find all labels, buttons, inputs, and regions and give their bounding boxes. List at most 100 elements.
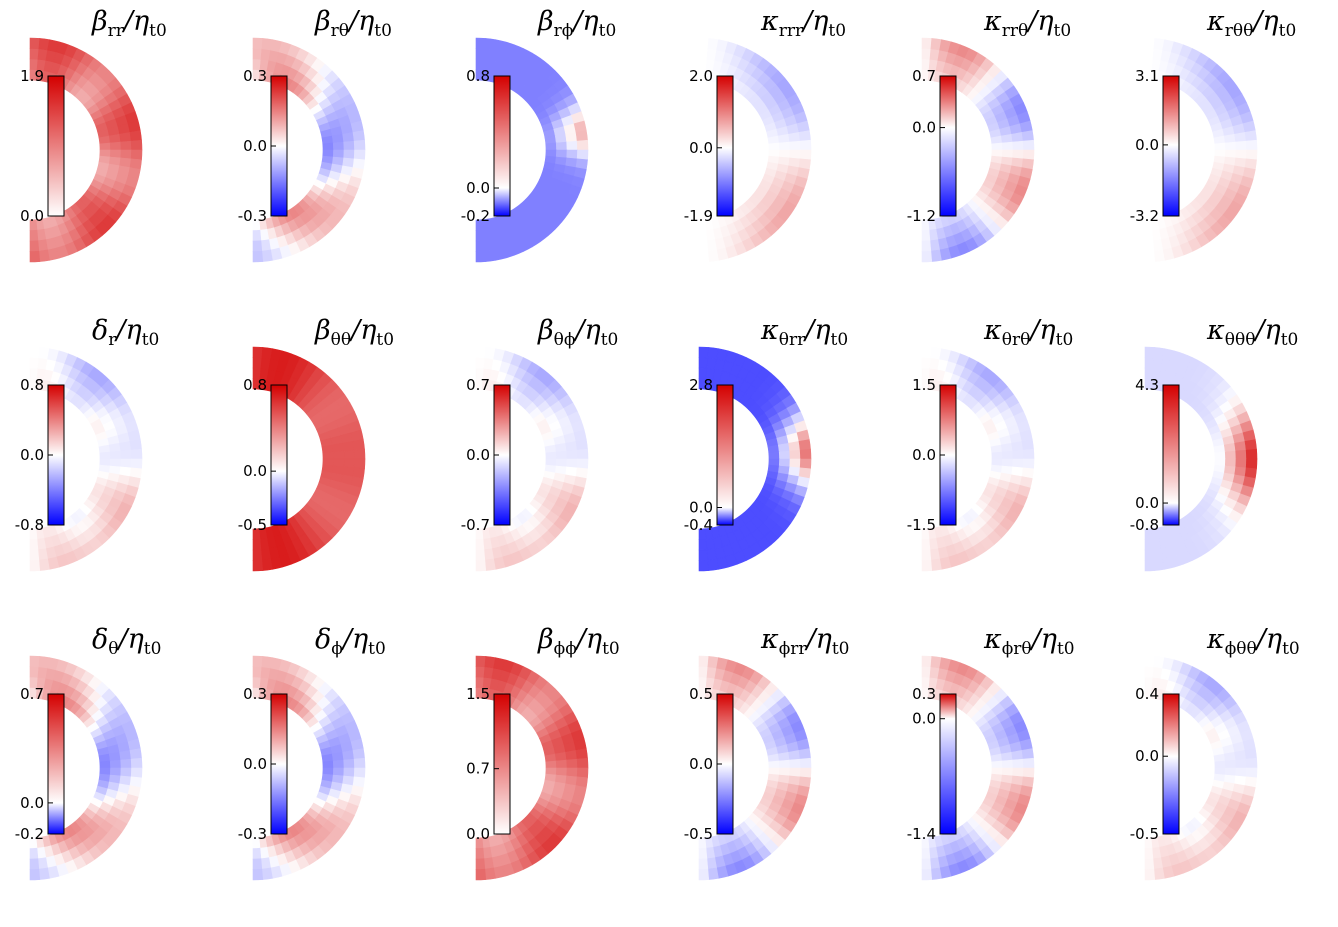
- title-tail-subscript: t0: [1055, 330, 1074, 350]
- title-tail: /η: [806, 624, 832, 655]
- field-cell: [130, 149, 143, 161]
- field-cell: [261, 249, 273, 262]
- field-cell: [1223, 133, 1236, 144]
- field-cell: [1235, 758, 1247, 769]
- field-cell: [1151, 846, 1162, 859]
- field-cell: [252, 48, 263, 60]
- title-tail-subscript: t0: [1278, 21, 1297, 41]
- panel-16: 0.5 0.0 -0.5 κϕrr/ηt0: [669, 618, 892, 927]
- meridional-field: [1144, 346, 1258, 572]
- meridional-field: [475, 655, 589, 881]
- colorbar: [716, 384, 734, 526]
- field-cell: [789, 449, 801, 460]
- field-cell: [1001, 767, 1014, 777]
- colorbar: [47, 693, 65, 835]
- colorbar-tick-label: -0.8: [15, 516, 44, 534]
- panel-plot: 0.3 0.0 -0.3: [238, 37, 366, 263]
- field-cell: [129, 748, 142, 760]
- panel-3: 0.8 0.0 -0.2 βrϕ/ηt0: [446, 0, 669, 309]
- colorbar-tick-label: 0.8: [243, 376, 267, 394]
- field-cell: [108, 751, 121, 762]
- field-cell: [1022, 139, 1035, 151]
- field-cell: [1151, 537, 1162, 550]
- field-cell: [698, 666, 709, 678]
- field-cell: [252, 240, 263, 252]
- meridional-field: [252, 346, 366, 572]
- title-symbol: κ: [1207, 6, 1225, 37]
- field-cell: [343, 449, 355, 460]
- field-cell: [1000, 442, 1013, 453]
- meridional-field: [921, 37, 1035, 263]
- field-cell: [1022, 458, 1035, 470]
- panel-7: 0.8 0.0 -0.8 δr/ηt0: [0, 309, 223, 618]
- field-cell: [353, 149, 366, 161]
- field-cell: [484, 558, 496, 571]
- field-cell: [108, 133, 121, 144]
- field-cell: [342, 441, 355, 452]
- colorbar-tick-label: -0.7: [461, 516, 490, 534]
- colorbar: [1162, 693, 1180, 835]
- field-cell: [119, 750, 132, 761]
- panel-title: κrrθ/ηt0: [984, 8, 1112, 40]
- meridional-field: [698, 655, 812, 881]
- field-cell: [353, 767, 366, 779]
- colorbar: [939, 693, 957, 835]
- title-tail-subscript: t0: [1053, 21, 1072, 41]
- colorbar-tick-label: 0.0: [20, 446, 44, 464]
- field-cell: [343, 149, 355, 160]
- colorbar-tick-label: 1.5: [466, 685, 490, 703]
- panel-plot: 0.7 0.0 -1.2: [907, 37, 1035, 263]
- field-cell: [566, 458, 578, 469]
- title-tail-subscript: t0: [374, 21, 392, 41]
- field-cell: [698, 250, 710, 263]
- field-cell: [788, 132, 801, 143]
- meridional-field: [252, 655, 366, 881]
- title-tail: /η: [1031, 624, 1057, 655]
- field-cell: [1234, 750, 1247, 761]
- field-cell: [698, 229, 708, 242]
- title-tail: /η: [803, 6, 829, 37]
- field-cell: [475, 48, 486, 60]
- field-cell: [1235, 449, 1247, 460]
- colorbar-tick-label: 0.0: [1135, 494, 1159, 512]
- colorbar-tick-label: 0.7: [912, 67, 936, 85]
- field-cell: [576, 149, 589, 161]
- field-cell: [252, 666, 263, 678]
- field-cell: [928, 228, 939, 241]
- panel-4: 2.0 0.0 -1.9 κrrr/ηt0: [669, 0, 892, 309]
- title-tail: /η: [123, 6, 150, 37]
- field-cell: [1012, 458, 1024, 469]
- field-cell: [353, 458, 366, 470]
- field-cell: [38, 249, 50, 262]
- panel-plot: 1.9 0.0: [20, 37, 143, 263]
- field-cell: [1235, 140, 1247, 151]
- colorbar-tick-label: 0.0: [1135, 747, 1159, 765]
- field-cell: [576, 757, 589, 769]
- colorbar-tick-label: 0.8: [466, 67, 490, 85]
- title-symbol: κ: [761, 624, 779, 655]
- title-symbol: κ: [761, 315, 779, 346]
- field-cell: [1214, 142, 1226, 151]
- field-cell: [484, 867, 496, 880]
- meridional-field: [29, 346, 143, 572]
- field-cell: [343, 458, 355, 469]
- title-symbol: κ: [761, 6, 779, 37]
- field-cell: [575, 439, 588, 451]
- title-tail-subscript: t0: [143, 639, 162, 659]
- field-cell: [37, 239, 48, 252]
- panel-plot: 1.5 0.7 0.0: [466, 655, 589, 881]
- title-subscript: θθθ: [1224, 330, 1256, 350]
- field-cell: [475, 655, 487, 668]
- colorbar-tick-label: -0.5: [684, 825, 713, 843]
- panel-title: κθrθ/ηt0: [984, 317, 1112, 349]
- field-cell: [768, 142, 780, 151]
- title-symbol: κ: [1207, 315, 1225, 346]
- field-cell: [1001, 759, 1014, 769]
- field-cell: [1224, 759, 1237, 769]
- colorbar-tick-label: -0.5: [238, 516, 267, 534]
- field-cell: [475, 666, 486, 678]
- field-cell: [29, 37, 41, 50]
- field-cell: [1012, 149, 1024, 160]
- field-cell: [252, 559, 264, 572]
- title-tail: /η: [351, 315, 377, 346]
